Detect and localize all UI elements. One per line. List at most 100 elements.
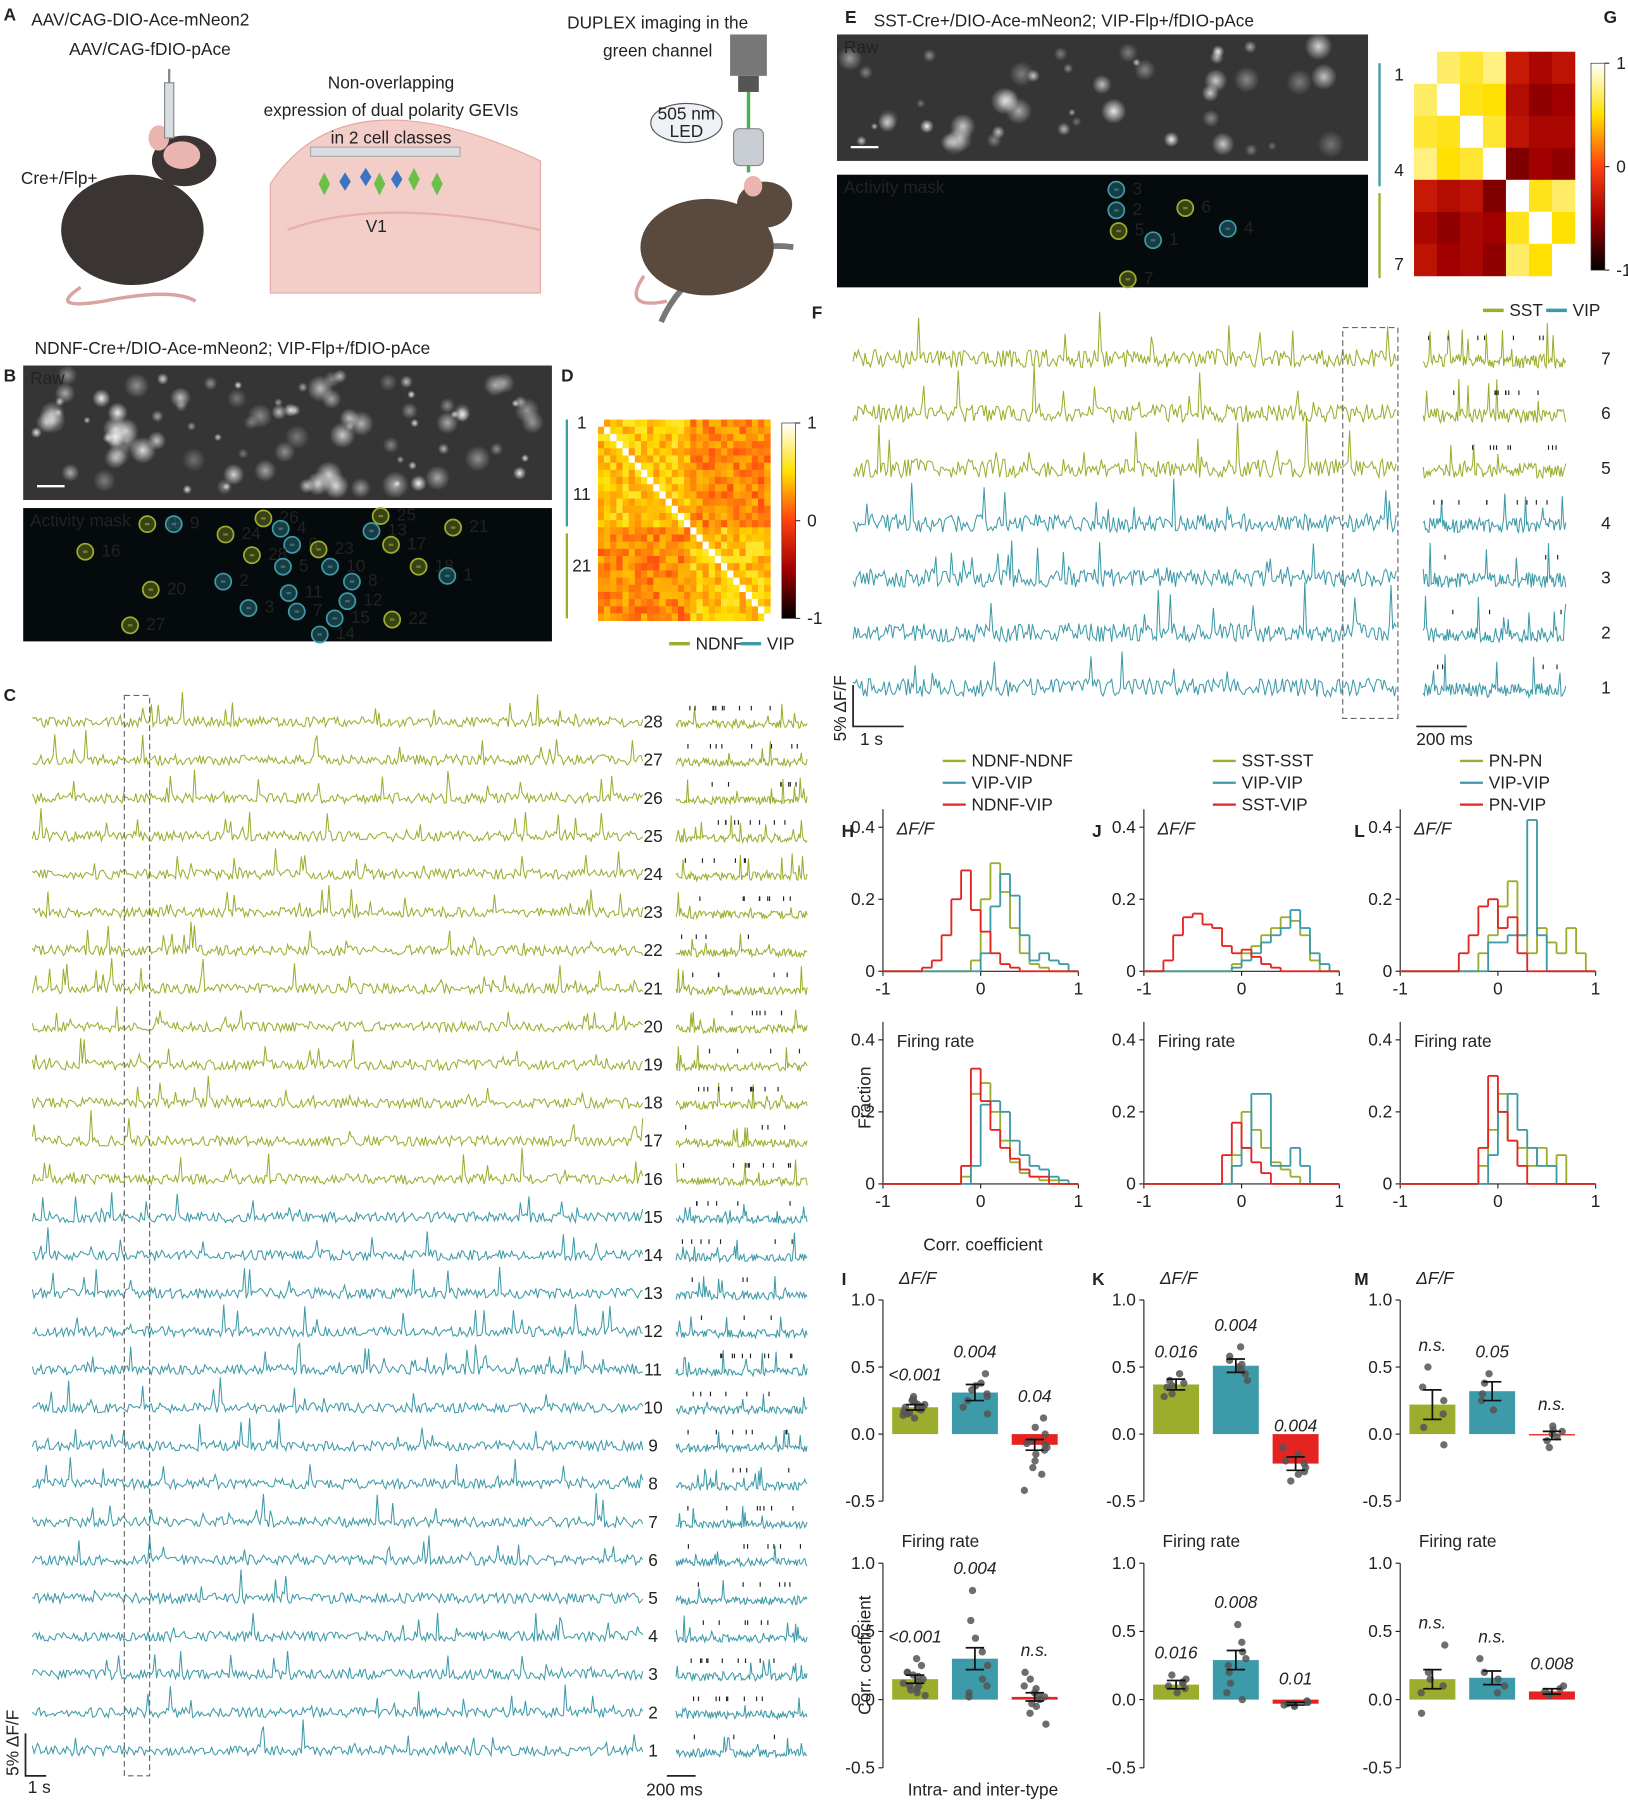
cell-color — [286, 591, 292, 595]
matrix-cell — [634, 548, 642, 557]
matrix-cell — [714, 462, 722, 471]
matrix-cell — [616, 613, 623, 622]
matrix-cell — [727, 505, 734, 514]
subplot-title: Firing rate — [897, 1031, 975, 1051]
matrix-cell — [1436, 243, 1461, 277]
matrix-cell — [677, 455, 685, 463]
matrix-cell — [690, 441, 697, 449]
data-point — [1294, 1470, 1303, 1479]
cell-label: 1 — [463, 564, 473, 584]
matrix-cell — [690, 477, 697, 485]
raw-blob — [1163, 131, 1180, 148]
matrix-cell — [1414, 147, 1438, 181]
matrix-cell — [702, 512, 710, 521]
matrix-cell — [727, 477, 734, 485]
matrix-cell — [1459, 147, 1484, 181]
matrix-cell — [733, 462, 740, 471]
matrix-cell — [708, 505, 716, 514]
matrix-cell — [616, 433, 623, 442]
matrix-cell — [745, 556, 753, 564]
error-bar — [1166, 1679, 1186, 1690]
matrix-cell — [677, 433, 685, 442]
raw-blob — [514, 395, 527, 409]
colorbar-tick-label: -1 — [1616, 260, 1628, 280]
matrix-cell — [764, 462, 771, 471]
trace — [675, 1393, 808, 1416]
matrix-cell — [721, 520, 728, 528]
trace — [31, 808, 643, 843]
subplot-title: ΔF/F — [1413, 818, 1453, 838]
matrix-cell — [684, 584, 691, 593]
matrix-cell — [610, 613, 617, 622]
matrix-cell — [714, 419, 722, 428]
raw-blob — [1057, 122, 1071, 136]
description: green channel — [603, 40, 712, 60]
matrix-cell — [714, 484, 722, 492]
cell-color — [1182, 206, 1188, 210]
matrix-cell — [764, 613, 771, 622]
trace-label: 20 — [643, 1016, 662, 1036]
data-point — [1020, 1682, 1028, 1690]
matrix-cell — [708, 591, 716, 600]
matrix-cell — [739, 548, 747, 557]
matrix-cell — [733, 512, 740, 521]
data-point — [899, 1411, 907, 1420]
cell-color — [289, 543, 295, 546]
matrix-cell — [696, 462, 703, 471]
matrix-cell — [739, 534, 747, 543]
matrix-cell — [628, 433, 636, 442]
data-point — [1439, 1682, 1447, 1690]
data-point — [1040, 1693, 1049, 1701]
matrix-cell — [622, 556, 630, 564]
matrix-cell — [610, 426, 617, 435]
matrix-cell — [659, 484, 666, 492]
matrix-cell — [721, 484, 728, 492]
matrix-cell — [745, 448, 753, 456]
raw-blob — [1304, 32, 1333, 61]
raw-blob — [410, 418, 419, 428]
matrix-cell — [702, 591, 710, 600]
trace — [32, 730, 644, 767]
matrix-cell — [764, 448, 771, 456]
data-point — [1160, 1392, 1168, 1401]
cell-color — [278, 527, 283, 530]
matrix-cell — [665, 491, 673, 499]
raw-blob — [151, 410, 164, 423]
trace — [675, 1429, 808, 1454]
error-bar — [1542, 1430, 1562, 1441]
matrix-cell — [1551, 179, 1576, 213]
trace — [31, 958, 644, 996]
data-point — [1029, 1463, 1037, 1472]
matrix-cell — [739, 563, 747, 571]
matrix-cell — [610, 448, 617, 456]
data-point — [1489, 1406, 1498, 1414]
matrix-cell — [721, 448, 728, 456]
matrix-cell — [628, 426, 636, 435]
p-value: 0.004 — [1214, 1315, 1257, 1335]
matrix-cell — [696, 577, 703, 586]
matrix-cell — [604, 469, 611, 478]
matrix-cell — [659, 599, 666, 607]
matrix-cell — [659, 491, 666, 499]
matrix-tick-label: 11 — [573, 484, 591, 504]
matrix-cell — [684, 477, 691, 485]
y-tick-label: 0.4 — [851, 1030, 875, 1050]
cell-color — [450, 526, 456, 529]
matrix-cell — [665, 599, 673, 607]
cell-label: 9 — [190, 513, 200, 533]
data-point — [1038, 1470, 1046, 1479]
raw-blob — [870, 122, 879, 130]
matrix-cell — [1528, 51, 1553, 85]
matrix-cell — [641, 512, 648, 521]
cell-label: 25 — [397, 505, 416, 525]
p-value: n.s. — [1478, 1626, 1506, 1646]
matrix-cell — [659, 469, 666, 478]
matrix-cell — [714, 491, 722, 499]
matrix-cell — [622, 599, 630, 607]
matrix-cell — [610, 556, 617, 564]
y-tick-label: 0 — [865, 1174, 875, 1194]
matrix-cell — [696, 534, 703, 543]
matrix-cell — [714, 520, 722, 528]
matrix-cell — [751, 477, 759, 485]
matrix-cell — [751, 426, 759, 435]
